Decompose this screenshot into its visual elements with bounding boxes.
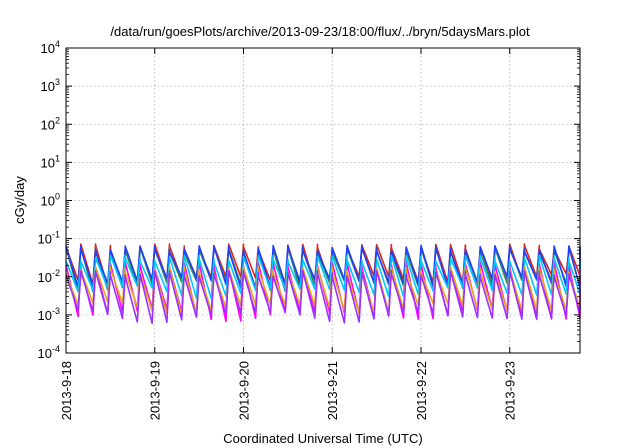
y-tick-label: 10-1 xyxy=(38,230,60,247)
x-axis-label: Coordinated Universal Time (UTC) xyxy=(223,431,422,446)
series-line xyxy=(65,254,581,300)
y-tick-label: 10-4 xyxy=(38,344,60,361)
x-tick-label: 2013-9-20 xyxy=(236,361,251,420)
x-tick-label: 2013-9-23 xyxy=(503,361,518,420)
y-tick-label: 104 xyxy=(41,39,60,56)
y-tick-label: 10-3 xyxy=(38,306,60,323)
x-tick-label: 2013-9-19 xyxy=(148,361,163,420)
y-axis-label: cGy/day xyxy=(12,176,27,224)
y-tick-label: 100 xyxy=(41,192,60,209)
y-tick-label: 10-2 xyxy=(38,268,60,285)
grid xyxy=(66,48,580,353)
series-line xyxy=(65,269,581,325)
y-axis-ticks: 10-4 10-3 10-2 10-1 100 101 102 103 104 xyxy=(38,39,580,361)
series-group xyxy=(65,243,581,325)
y-tick-label: 103 xyxy=(41,77,60,94)
x-axis-ticks: 2013-9-18 2013-9-19 2013-9-20 2013-9-21 2013… xyxy=(59,48,518,420)
x-tick-label: 2013-9-21 xyxy=(325,361,340,420)
y-tick-label: 102 xyxy=(41,115,60,132)
x-tick-label: 2013-9-22 xyxy=(414,361,429,420)
chart-title: /data/run/goesPlots/archive/2013-09-23/1… xyxy=(110,24,530,39)
x-tick-label: 2013-9-18 xyxy=(59,361,74,420)
y-tick-label: 101 xyxy=(41,153,60,170)
